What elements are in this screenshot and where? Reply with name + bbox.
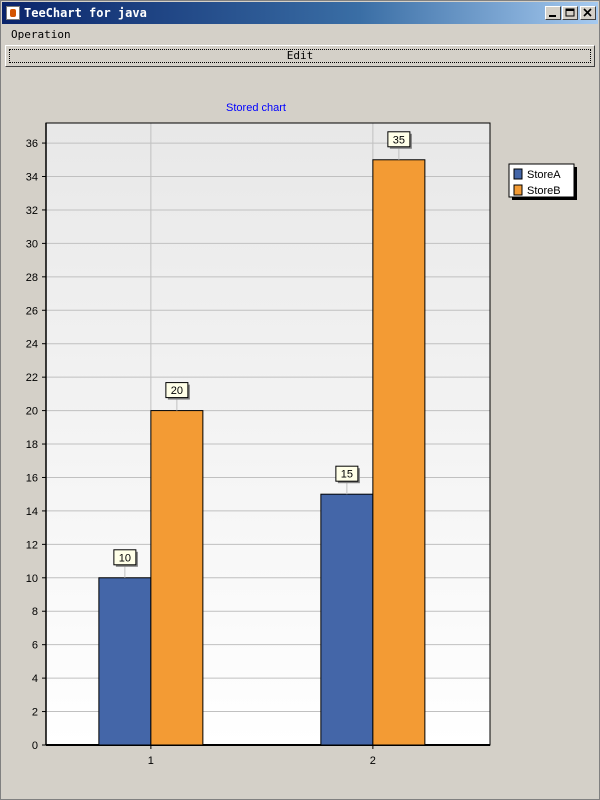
legend: StoreA StoreB bbox=[508, 163, 577, 200]
chart-title: Stored chart bbox=[226, 102, 286, 114]
data-label: 15 bbox=[341, 469, 353, 481]
bar-storea-2 bbox=[320, 493, 374, 746]
data-label-box bbox=[335, 465, 359, 482]
x-tick-label: 1 bbox=[148, 755, 154, 767]
bar-storeb-2 bbox=[372, 159, 426, 746]
legend-swatch-storea bbox=[513, 168, 523, 180]
y-tick-label: 18 bbox=[26, 439, 38, 451]
x-tick-label: 2 bbox=[370, 755, 376, 767]
legend-label-storeb: StoreB bbox=[527, 185, 561, 197]
y-tick-label: 24 bbox=[26, 339, 38, 351]
y-tick-label: 30 bbox=[26, 238, 38, 250]
title-bar[interactable]: TeeChart for java bbox=[2, 2, 598, 24]
y-tick-label: 10 bbox=[26, 573, 38, 585]
java-app-icon bbox=[6, 6, 20, 20]
maximize-button[interactable] bbox=[562, 6, 578, 20]
y-tick-label: 0 bbox=[32, 740, 38, 752]
close-button[interactable] bbox=[580, 6, 596, 20]
y-tick-label: 34 bbox=[26, 172, 38, 184]
data-label-box bbox=[113, 549, 137, 566]
bars bbox=[98, 159, 426, 746]
data-labels: 10 15 20 35 bbox=[113, 131, 412, 578]
menu-operation[interactable]: Operation bbox=[11, 28, 71, 41]
maximize-icon bbox=[565, 8, 575, 17]
data-label-box bbox=[165, 382, 189, 399]
legend-label-storea: StoreA bbox=[527, 169, 561, 181]
minimize-button[interactable] bbox=[545, 6, 561, 20]
data-label-box bbox=[387, 131, 411, 148]
y-tick-label: 14 bbox=[26, 506, 38, 518]
bar-storeb-1 bbox=[150, 410, 204, 746]
close-icon bbox=[583, 8, 592, 17]
legend-swatch-storeb bbox=[513, 184, 523, 196]
y-tick-label: 8 bbox=[32, 606, 38, 618]
y-tick-label: 22 bbox=[26, 372, 38, 384]
y-tick-label: 2 bbox=[32, 707, 38, 719]
minimize-icon bbox=[549, 15, 556, 17]
y-tick-label: 28 bbox=[26, 272, 38, 284]
y-tick-label: 6 bbox=[32, 640, 38, 652]
y-tick-label: 12 bbox=[26, 539, 38, 551]
edit-button[interactable]: Edit bbox=[5, 45, 595, 67]
y-tick-label: 32 bbox=[26, 205, 38, 217]
y-tick-label: 36 bbox=[26, 138, 38, 150]
y-tick-label: 20 bbox=[26, 406, 38, 418]
bar-storea-1 bbox=[98, 577, 152, 746]
y-tick-label: 4 bbox=[32, 673, 38, 685]
data-label: 35 bbox=[393, 134, 405, 146]
menu-bar: Operation bbox=[2, 25, 598, 43]
data-label: 10 bbox=[119, 552, 131, 564]
y-tick-label: 26 bbox=[26, 305, 38, 317]
data-label: 20 bbox=[171, 385, 183, 397]
y-tick-label: 16 bbox=[26, 472, 38, 484]
window-title: TeeChart for java bbox=[24, 6, 147, 20]
